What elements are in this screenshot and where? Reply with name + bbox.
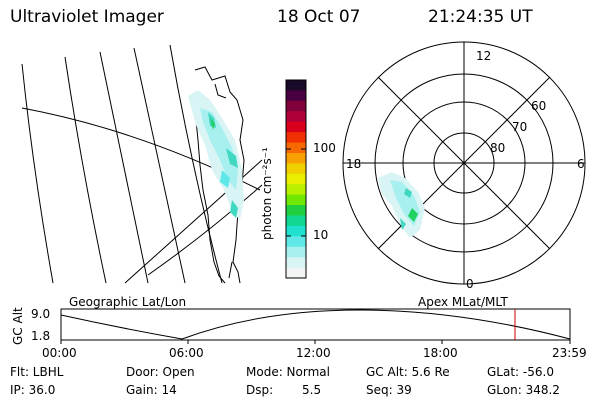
colorbar-swatch (286, 246, 306, 258)
altitude-curve (60, 309, 571, 340)
colorbar-swatch (286, 163, 306, 175)
lat-label-80: 80 (490, 141, 506, 155)
mlt-label-0: 0 (466, 277, 474, 291)
polar-aurora (378, 172, 425, 238)
map-coastline (194, 66, 245, 284)
colorbar-swatch (286, 152, 306, 164)
colorbar-swatch (286, 80, 306, 91)
map-longitude-line (169, 44, 223, 284)
colorbar-swatch (286, 111, 306, 123)
colorbar-swatch (286, 215, 306, 227)
colorbar-scale (286, 80, 306, 279)
colorbar-swatch (286, 267, 306, 279)
timeline-x-tick-2: 12:00 (296, 346, 331, 360)
colorbar-swatch (286, 205, 306, 216)
gain-label: Gain: 14 (126, 383, 177, 397)
colorbar-tick-10: 10 (313, 228, 329, 242)
lat-label-70: 70 (512, 120, 528, 134)
timeline-y-tick-high: 9.0 (31, 307, 51, 321)
colorbar-swatch (286, 194, 306, 206)
map-latitude-line (147, 184, 263, 276)
colorbar-swatch (286, 184, 306, 196)
colorbar-swatch (286, 132, 306, 144)
map-longitude-line (64, 56, 107, 284)
mode-label: Mode: Normal (246, 365, 330, 379)
glon-label: GLon: 348.2 (487, 383, 560, 397)
flt-label: Flt: LBHL (10, 365, 64, 379)
timeline-right-label: Apex MLat/MLT (418, 295, 508, 309)
glat-label: GLat: -56.0 (487, 365, 554, 379)
timeline-x-tick-1: 06:00 (169, 346, 204, 360)
mlt-label-6: 6 (577, 157, 585, 171)
map-aurora (188, 90, 244, 220)
mlt-label-12: 12 (476, 49, 492, 63)
colorbar-swatch (286, 236, 306, 248)
dsp-label: Dsp: (246, 383, 274, 397)
timeline-x-tick-4: 23:59 (552, 346, 587, 360)
map-longitude-line (21, 63, 54, 284)
date-label: 18 Oct 07 (277, 7, 361, 27)
timeline-x-tick-3: 18:00 (423, 346, 458, 360)
dsp-value: 5.5 (302, 383, 322, 397)
lat-label-60: 60 (531, 99, 547, 113)
colorbar-swatch (286, 90, 306, 102)
ip-label: IP: 36.0 (10, 383, 56, 397)
seq-label: Seq: 39 (366, 383, 412, 397)
colorbar-swatch (286, 100, 306, 112)
timeline-frame (60, 308, 571, 341)
map-longitude-line (99, 51, 149, 284)
colorbar-tick-100: 100 (313, 141, 336, 155)
mlt-label-18: 18 (346, 157, 362, 171)
door-label: Door: Open (126, 365, 195, 379)
map-longitude-line (133, 47, 186, 284)
timeline-left-label: Geographic Lat/Lon (69, 295, 187, 309)
colorbar-swatch (286, 142, 306, 154)
timeline-x-tick-0: 00:00 (42, 346, 77, 360)
colorbar-swatch (286, 257, 306, 269)
colorbar-swatch (286, 173, 306, 185)
colorbar-swatch (286, 225, 306, 237)
gc-alt-label: GC Alt: 5.6 Re (366, 365, 450, 379)
instrument-title: Ultraviolet Imager (10, 7, 164, 27)
time-label: 21:24:35 UT (428, 7, 533, 27)
timeline-y-tick-low: 1.8 (31, 329, 51, 343)
colorbar-swatch (286, 121, 306, 133)
